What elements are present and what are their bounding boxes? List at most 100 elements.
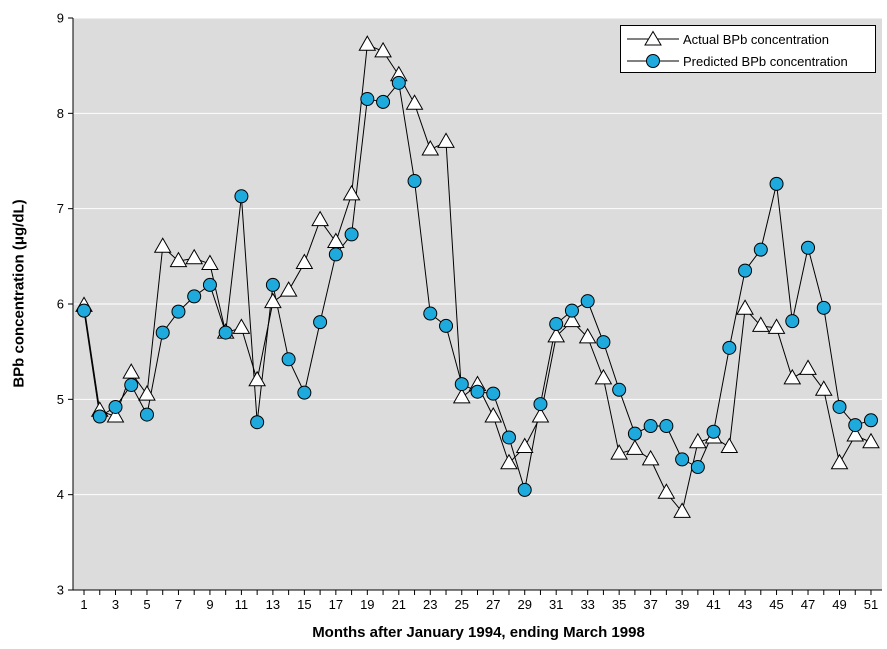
actual-point — [610, 444, 629, 460]
predicted-point — [470, 384, 485, 399]
x-axis-label: Months after January 1994, ending March … — [312, 624, 645, 641]
predicted-point — [77, 303, 92, 318]
actual-point — [374, 41, 392, 58]
y-tick-label: 5 — [57, 392, 64, 407]
triangle-marker-icon — [627, 30, 679, 46]
actual-point — [846, 426, 865, 442]
predicted-point — [690, 460, 705, 475]
legend-entry-predicted: Predicted BPb concentration — [621, 50, 877, 72]
predicted-point — [439, 318, 454, 333]
actual-point — [279, 281, 298, 297]
actual-point — [515, 437, 534, 453]
predicted-point — [108, 399, 123, 414]
actual-point — [862, 432, 880, 449]
actual-point — [657, 483, 676, 499]
predicted-point — [564, 303, 579, 318]
predicted-point — [675, 452, 690, 467]
x-tick-label: 3 — [112, 597, 119, 612]
x-tick-label: 39 — [675, 597, 689, 612]
y-tick-label: 7 — [57, 201, 64, 216]
y-axis-ticks: 3 4 5 6 7 8 9 — [57, 11, 73, 598]
y-tick-label: 9 — [57, 11, 64, 26]
y-tick-label: 8 — [57, 106, 64, 121]
actual-point — [751, 316, 770, 332]
predicted-point — [832, 399, 847, 414]
x-tick-label: 45 — [769, 597, 783, 612]
actual-point — [185, 248, 204, 265]
actual-point — [295, 253, 314, 270]
predicted-point — [92, 409, 107, 424]
actual-point — [814, 380, 833, 396]
x-tick-label: 37 — [643, 597, 657, 612]
predicted-point — [816, 300, 831, 315]
predicted-point — [328, 247, 343, 262]
actual-point — [248, 370, 267, 387]
x-tick-label: 11 — [235, 597, 249, 612]
actual-point — [452, 387, 471, 404]
x-tick-label: 47 — [801, 597, 815, 612]
predicted-point — [627, 426, 642, 441]
predicted-point — [785, 314, 800, 329]
predicted-point — [250, 415, 265, 430]
predicted-point — [344, 227, 359, 242]
predicted-point — [376, 94, 391, 109]
predicted-point — [218, 325, 233, 340]
actual-point — [799, 359, 817, 375]
circle-marker-icon — [627, 54, 679, 68]
actual-point — [421, 140, 440, 156]
predicted-point — [848, 418, 863, 433]
predicted-point — [769, 176, 784, 191]
actual-point — [484, 406, 503, 423]
x-tick-label: 7 — [175, 597, 182, 612]
x-tick-label: 19 — [360, 597, 374, 612]
predicted-point — [313, 315, 328, 330]
predicted-point — [124, 378, 139, 393]
predicted-point — [863, 413, 878, 428]
actual-point — [594, 368, 613, 385]
predicted-point — [360, 92, 375, 107]
x-axis-ticks: 1 3 5 7 9 11 13 15 17 19 21 23 25 27 29 31 33 35 37 39 41 43 4… — [80, 590, 878, 612]
x-tick-label: 1 — [80, 597, 87, 612]
predicted-point — [643, 419, 658, 434]
grid-lines — [73, 17, 882, 590]
predicted-point — [391, 75, 406, 90]
predicted-point — [486, 386, 501, 401]
x-tick-label: 35 — [612, 597, 626, 612]
predicted-point — [596, 335, 611, 350]
predicted-point — [265, 277, 280, 292]
predicted-point — [202, 277, 217, 292]
x-tick-label: 27 — [486, 597, 500, 612]
predicted-point — [501, 430, 516, 445]
actual-point — [641, 449, 660, 466]
actual-point — [138, 385, 156, 401]
actual-point — [358, 35, 377, 51]
actual-point — [720, 437, 739, 453]
actual-point — [830, 453, 849, 470]
x-tick-label: 13 — [266, 597, 280, 612]
predicted-point — [281, 352, 296, 367]
predicted-point — [187, 289, 202, 304]
legend-entry-actual: Actual BPb concentration — [621, 28, 877, 50]
actual-point — [563, 311, 581, 328]
actual-point — [264, 292, 282, 309]
x-tick-label: 5 — [143, 597, 150, 612]
actual-point — [500, 453, 518, 470]
legend-label-predicted: Predicted BPb concentration — [683, 54, 848, 69]
predicted-point — [580, 294, 595, 309]
x-tick-label: 9 — [206, 597, 213, 612]
actual-point — [736, 299, 754, 315]
legend-label-actual: Actual BPb concentration — [683, 32, 829, 47]
series-markers — [75, 35, 880, 518]
predicted-point — [171, 304, 186, 319]
predicted-point — [612, 382, 627, 397]
x-tick-label: 29 — [517, 597, 531, 612]
predicted-point — [155, 325, 170, 340]
x-tick-label: 51 — [864, 597, 878, 612]
x-tick-label: 17 — [329, 597, 343, 612]
y-tick-label: 6 — [57, 297, 64, 312]
actual-point — [578, 327, 597, 344]
actual-point — [201, 254, 219, 270]
x-tick-label: 49 — [832, 597, 846, 612]
y-axis-label: BPb concentration (μg/dL) — [10, 199, 28, 388]
predicted-point — [659, 419, 674, 434]
